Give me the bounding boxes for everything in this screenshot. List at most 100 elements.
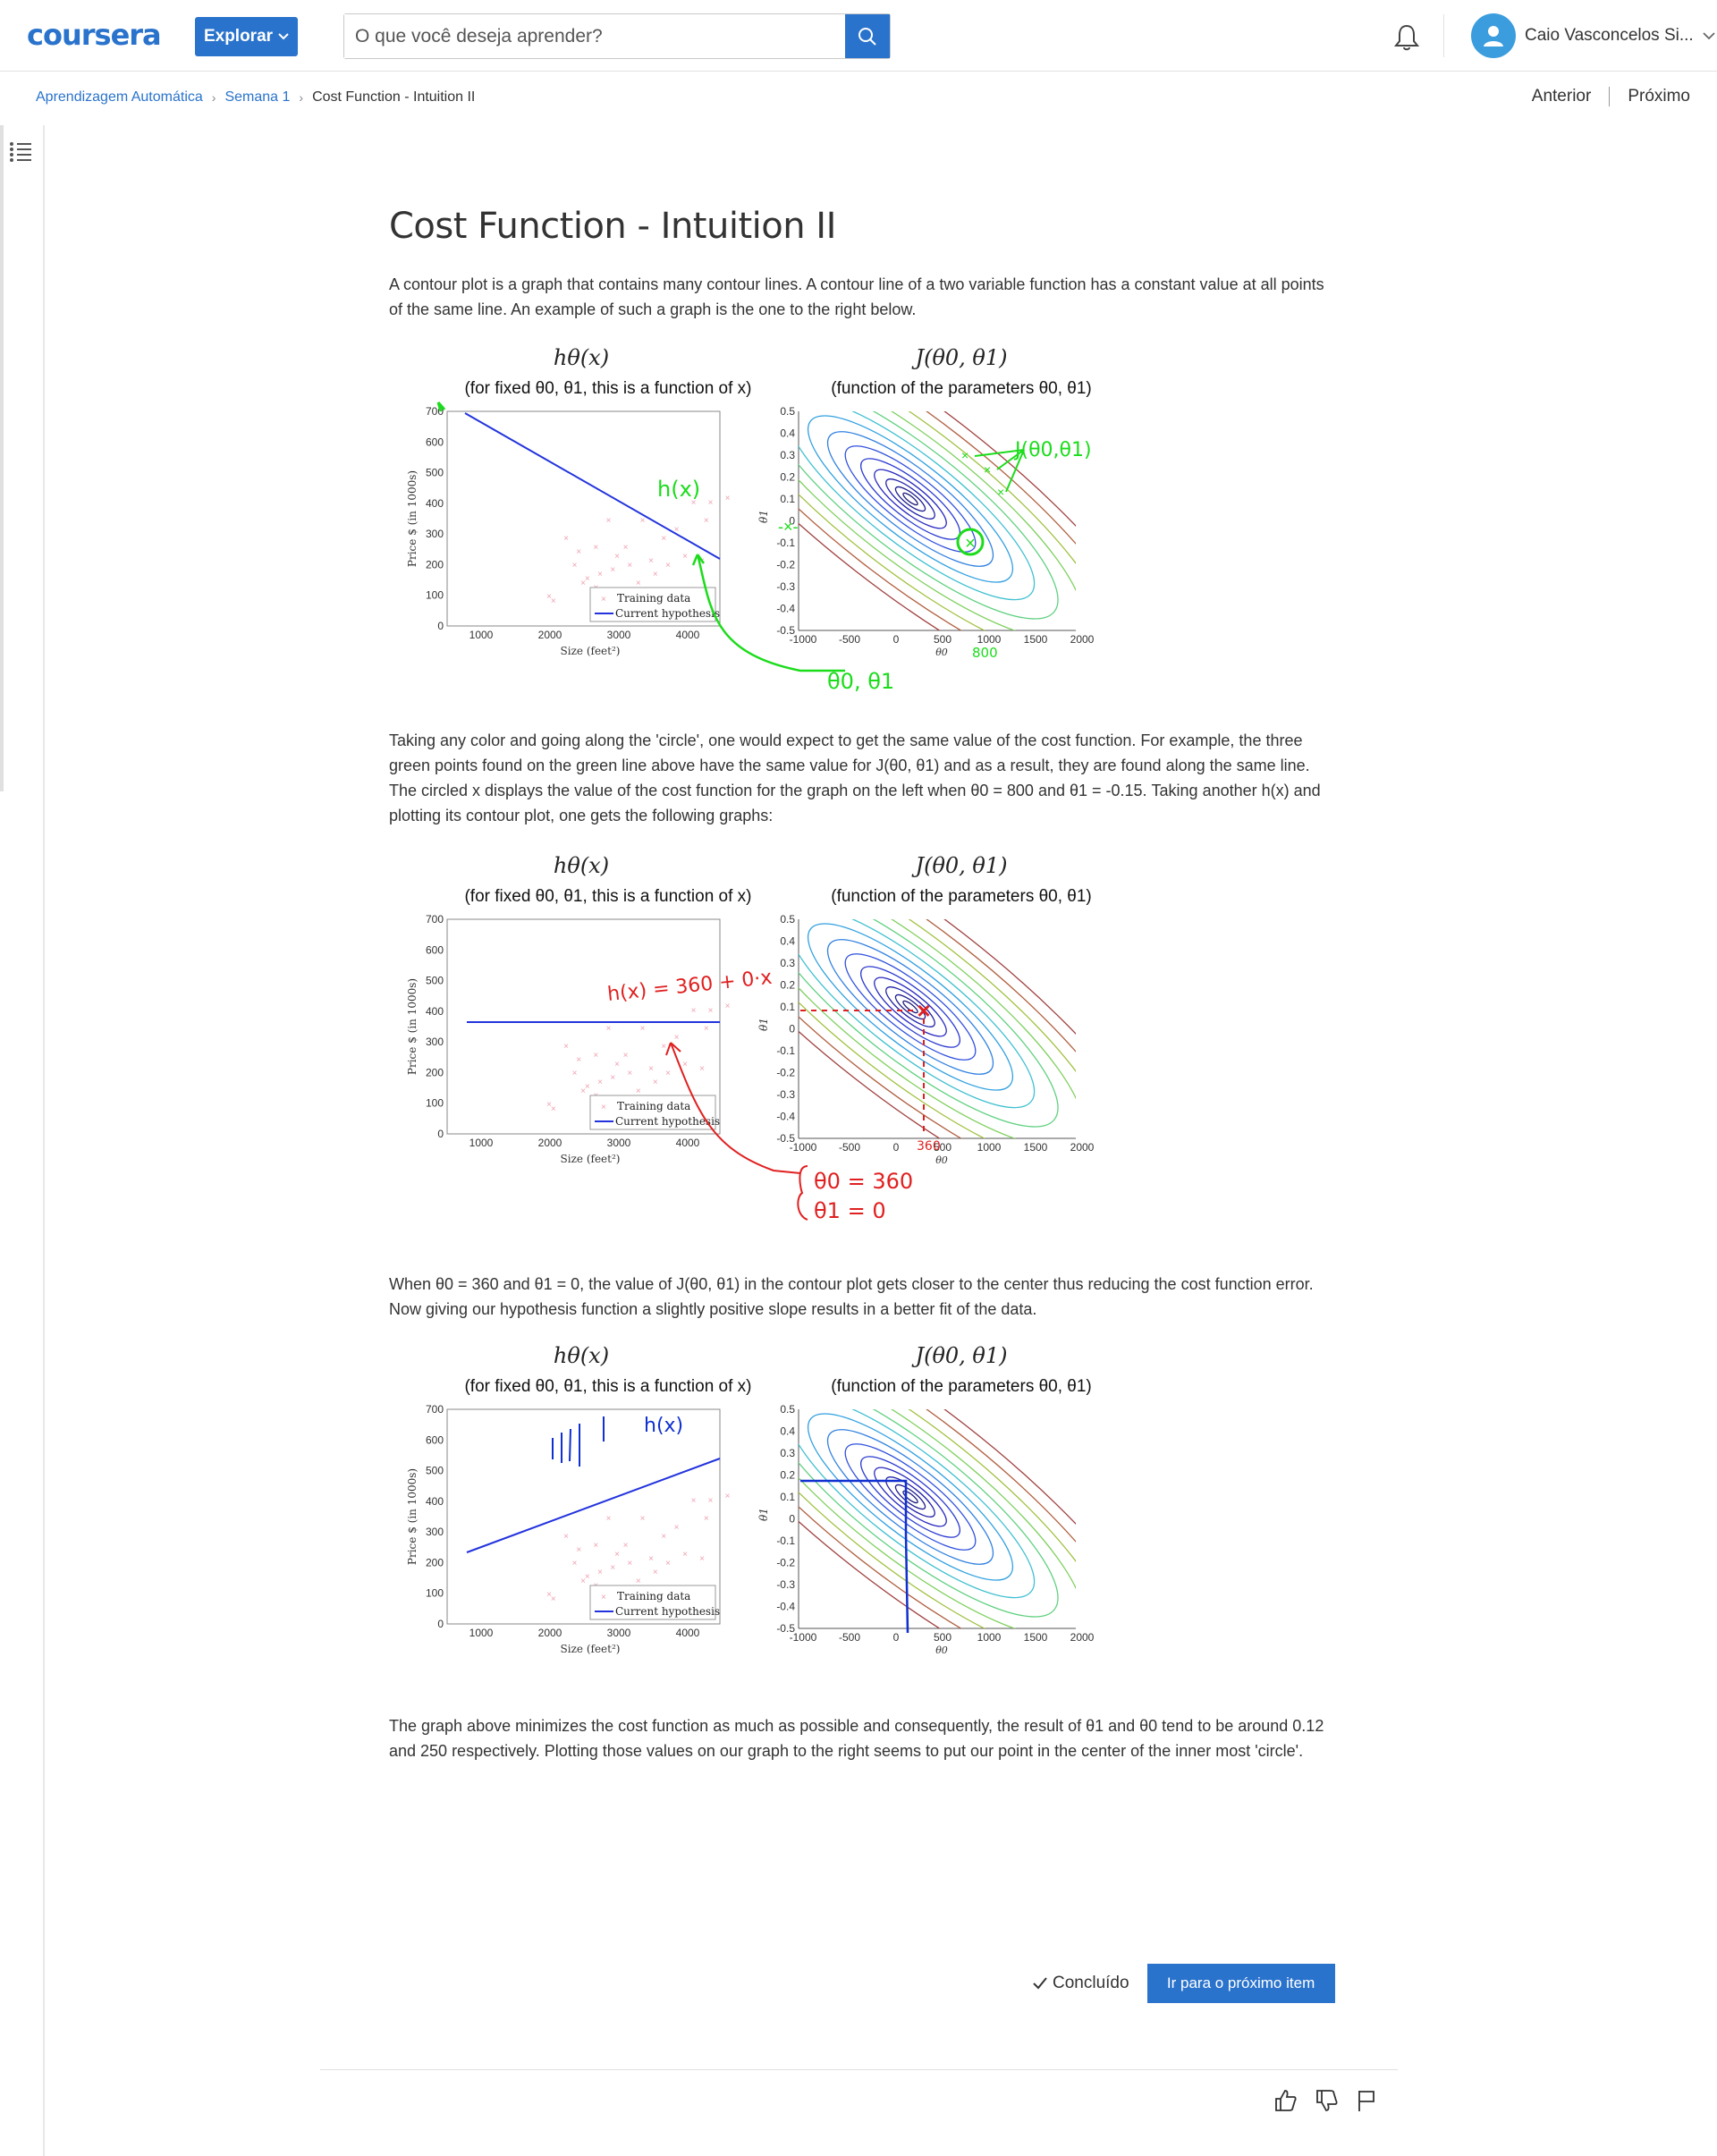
annotation-brace: [797, 1165, 808, 1221]
completed-label: Concluído: [1053, 1974, 1129, 1992]
left-ytick-label: 300: [426, 1036, 444, 1048]
coursera-logo[interactable]: coursera: [27, 18, 162, 52]
contour-line: [799, 919, 1076, 1138]
right-xtick-label: 2000: [1070, 1141, 1095, 1154]
right-ytick-label: -0.4: [776, 603, 795, 615]
training-data-point: ×: [572, 1559, 578, 1568]
left-ytick-label: 700: [426, 913, 444, 926]
thumbs-up-icon[interactable]: [1273, 2089, 1297, 2112]
left-xtick-label: 1000: [469, 629, 494, 641]
training-data-point: ×: [576, 547, 581, 557]
contour-line: [874, 469, 947, 529]
contour-line: [885, 478, 935, 520]
training-data-point: ×: [623, 543, 629, 553]
contour-line: [799, 411, 1036, 601]
left-ylabel: Price $ (in 1000s): [406, 470, 419, 567]
right-ylabel: θ1: [757, 1018, 770, 1031]
next-link[interactable]: Próximo: [1628, 87, 1690, 106]
left-plot-subtitle: (for fixed θ0, θ1, this is a function of…: [464, 1377, 751, 1396]
annotation-arrowhead: [691, 554, 706, 566]
explore-label: Explorar: [203, 27, 274, 46]
left-ytick-label: 200: [426, 1066, 444, 1078]
left-xtick-label: 3000: [607, 629, 631, 641]
contour-line: [844, 953, 977, 1061]
thumbs-down-icon[interactable]: [1315, 2089, 1338, 2112]
contour-line: [859, 458, 961, 540]
training-data-point: ×: [674, 1523, 680, 1533]
right-ytick-label: -0.3: [776, 580, 795, 593]
left-plot-title: hθ(x): [554, 1343, 609, 1368]
left-plot-subtitle: (for fixed θ0, θ1, this is a function of…: [464, 887, 751, 906]
left-ytick-label: 600: [426, 1433, 444, 1446]
top-header: coursera Explorar Caio Vasconcelos Si...: [0, 0, 1717, 72]
paragraph-3: When θ0 = 360 and θ1 = 0, the value of J…: [389, 1275, 1314, 1318]
page-title: Cost Function - Intuition II: [389, 206, 836, 247]
green-point: ×: [984, 462, 991, 477]
right-xtick-label: 500: [934, 1141, 952, 1154]
chevron-right-icon: ›: [299, 90, 304, 105]
left-xlabel: Size (feet²): [561, 645, 621, 657]
left-xlabel: Size (feet²): [561, 1643, 621, 1655]
training-data-point: ×: [593, 1051, 598, 1061]
bell-icon[interactable]: [1393, 23, 1420, 52]
training-data-point: ×: [653, 1568, 658, 1577]
lesson-content: Cost Function - Intuition II A contour p…: [389, 206, 1328, 1763]
contour-line: [902, 1490, 918, 1504]
search-icon: [858, 27, 876, 46]
breadcrumb-course[interactable]: Aprendizagem Automática: [36, 89, 203, 105]
annotation-j-arrows: [974, 449, 1025, 493]
right-ytick-label: 0.1: [780, 1001, 795, 1013]
right-xtick-label: -500: [839, 1141, 860, 1154]
left-plot-subtitle: (for fixed θ0, θ1, this is a function of…: [464, 379, 751, 398]
left-xtick-label: 4000: [676, 629, 700, 641]
left-ylabel: Price $ (in 1000s): [406, 1468, 419, 1565]
legend-box: [589, 587, 716, 622]
training-data-point: ×: [614, 1550, 620, 1560]
search-button[interactable]: [845, 14, 890, 58]
search-input[interactable]: [344, 14, 845, 58]
training-data-point: ×: [580, 1577, 586, 1586]
explore-button[interactable]: Explorar: [195, 17, 298, 56]
training-data-point: ×: [576, 1545, 581, 1555]
annotation-blue-lines: [800, 1479, 909, 1634]
contour-line: [799, 919, 1076, 1138]
training-data-point: ×: [653, 570, 658, 579]
right-ytick-label: -0.1: [776, 1535, 795, 1547]
right-xlabel: θ0: [935, 647, 948, 658]
list-menu-icon[interactable]: [9, 141, 32, 163]
contour-line: [799, 411, 1076, 630]
breadcrumb-week[interactable]: Semana 1: [224, 89, 291, 105]
flag-icon[interactable]: [1356, 2089, 1377, 2112]
left-ytick-label: 400: [426, 1495, 444, 1508]
legend-training-marker: ×: [601, 595, 606, 605]
left-ytick-label: 700: [426, 1403, 444, 1416]
left-ytick-label: 500: [426, 975, 444, 987]
right-ytick-label: -0.5: [776, 1132, 795, 1145]
next-item-button[interactable]: Ir para o próximo item: [1146, 1964, 1335, 2003]
right-xtick-label: 0: [893, 633, 900, 646]
right-ytick-label: -0.1: [776, 1044, 795, 1057]
right-ytick-label: 0.3: [780, 449, 795, 461]
contour-plot: [799, 1409, 1076, 1628]
training-data-point: ×: [725, 494, 731, 503]
paragraph-2: Taking any color and going along the 'ci…: [389, 731, 1321, 824]
legend-training-marker: ×: [601, 1103, 606, 1112]
contour-line: [799, 919, 1076, 1138]
right-ytick-label: 0.5: [780, 913, 795, 926]
prev-link[interactable]: Anterior: [1531, 87, 1592, 106]
contour-line: [799, 1409, 1036, 1599]
training-data-point: ×: [597, 1568, 603, 1577]
right-ytick-label: -0.5: [776, 1622, 795, 1635]
training-data-point: ×: [704, 1514, 709, 1524]
training-data-point: ×: [585, 574, 590, 584]
right-ytick-label: 0: [789, 1023, 795, 1036]
right-ytick-label: -0.2: [776, 1557, 795, 1569]
right-xtick-label: 500: [934, 1631, 952, 1644]
figure-1: hθ(x) (for fixed θ0, θ1, this is a functi…: [389, 340, 1328, 715]
right-plot-subtitle: (function of the parameters θ0, θ1): [831, 379, 1092, 398]
username: Caio Vasconcelos Si...: [1525, 26, 1694, 45]
left-ytick-label: 0: [437, 1128, 444, 1140]
completed-status: Concluído: [1033, 1974, 1129, 1993]
search-bar: [343, 13, 891, 59]
user-menu[interactable]: Caio Vasconcelos Si...: [1471, 13, 1715, 59]
